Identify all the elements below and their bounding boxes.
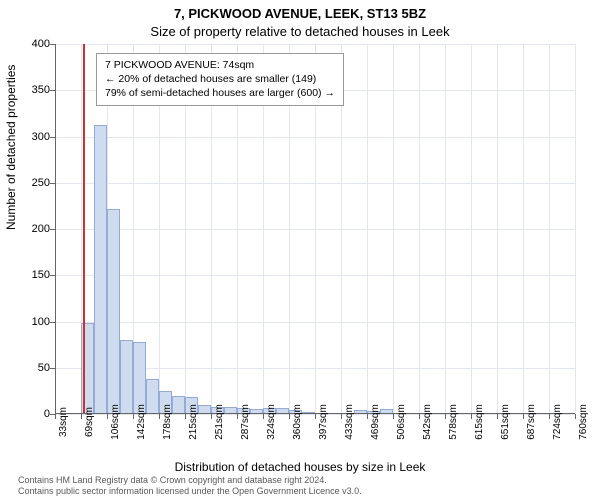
- x-tick-label: 397sqm: [318, 404, 329, 440]
- gridline-v: [445, 44, 446, 414]
- annotation-box: 7 PICKWOOD AVENUE: 74sqm ← 20% of detach…: [96, 53, 344, 106]
- x-tick-mark: [315, 414, 316, 419]
- x-tick-label: 69sqm: [84, 407, 95, 437]
- gridline-v: [523, 44, 524, 414]
- x-tick-mark: [549, 414, 550, 419]
- y-tick-mark: [50, 44, 55, 45]
- x-tick-mark: [81, 414, 82, 419]
- y-tick-label: 250: [10, 177, 50, 189]
- y-tick-mark: [50, 322, 55, 323]
- histogram-bar: [133, 342, 146, 414]
- x-tick-label: 178sqm: [162, 404, 173, 440]
- gridline-v: [497, 44, 498, 414]
- x-tick-mark: [211, 414, 212, 419]
- gridline-v: [367, 44, 368, 414]
- histogram-bar: [107, 209, 120, 414]
- x-tick-mark: [133, 414, 134, 419]
- y-tick-label: 200: [10, 223, 50, 235]
- x-tick-mark: [575, 414, 576, 419]
- x-tick-label: 615sqm: [474, 404, 485, 440]
- annotation-line-1: 7 PICKWOOD AVENUE: 74sqm: [105, 58, 335, 72]
- x-tick-mark: [159, 414, 160, 419]
- x-tick-mark: [55, 414, 56, 419]
- x-tick-mark: [289, 414, 290, 419]
- y-tick-label: 150: [10, 269, 50, 281]
- x-tick-mark: [263, 414, 264, 419]
- gridline-v: [575, 44, 576, 414]
- x-tick-label: 215sqm: [188, 404, 199, 440]
- x-tick-label: 433sqm: [344, 404, 355, 440]
- y-tick-mark: [50, 183, 55, 184]
- x-tick-label: 724sqm: [552, 404, 563, 440]
- x-tick-mark: [237, 414, 238, 419]
- x-tick-mark: [445, 414, 446, 419]
- x-tick-mark: [393, 414, 394, 419]
- histogram-bar: [94, 125, 107, 414]
- x-tick-mark: [471, 414, 472, 419]
- x-tick-label: 106sqm: [110, 404, 121, 440]
- histogram-bar: [146, 379, 159, 414]
- x-tick-label: 542sqm: [422, 404, 433, 440]
- annotation-line-3: 79% of semi-detached houses are larger (…: [105, 86, 335, 100]
- y-tick-label: 350: [10, 84, 50, 96]
- x-tick-label: 287sqm: [240, 404, 251, 440]
- reference-line: [83, 44, 85, 414]
- chart-subtitle: Size of property relative to detached ho…: [0, 24, 600, 39]
- y-tick-label: 300: [10, 131, 50, 143]
- x-tick-label: 760sqm: [578, 404, 589, 440]
- x-tick-label: 469sqm: [370, 404, 381, 440]
- chart-title: 7, PICKWOOD AVENUE, LEEK, ST13 5BZ: [0, 6, 600, 21]
- x-tick-mark: [497, 414, 498, 419]
- gridline-v: [471, 44, 472, 414]
- x-tick-mark: [523, 414, 524, 419]
- histogram-bar: [172, 396, 185, 415]
- x-tick-mark: [107, 414, 108, 419]
- y-tick-mark: [50, 368, 55, 369]
- x-tick-mark: [367, 414, 368, 419]
- annotation-line-2: ← 20% of detached houses are smaller (14…: [105, 72, 335, 86]
- attribution-line-1: Contains HM Land Registry data © Crown c…: [18, 475, 362, 486]
- x-tick-label: 506sqm: [396, 404, 407, 440]
- x-tick-label: 251sqm: [214, 404, 225, 440]
- y-tick-label: 50: [10, 362, 50, 374]
- gridline-v: [549, 44, 550, 414]
- x-tick-mark: [341, 414, 342, 419]
- histogram-bar: [120, 340, 133, 414]
- y-tick-mark: [50, 229, 55, 230]
- x-tick-label: 360sqm: [292, 404, 303, 440]
- y-tick-mark: [50, 137, 55, 138]
- x-tick-label: 324sqm: [266, 404, 277, 440]
- attribution: Contains HM Land Registry data © Crown c…: [18, 475, 362, 498]
- y-tick-label: 400: [10, 38, 50, 50]
- y-tick-label: 100: [10, 316, 50, 328]
- attribution-line-2: Contains public sector information licen…: [18, 486, 362, 497]
- chart-container: 7, PICKWOOD AVENUE, LEEK, ST13 5BZ Size …: [0, 0, 600, 500]
- x-tick-mark: [185, 414, 186, 419]
- x-axis-label: Distribution of detached houses by size …: [0, 460, 600, 474]
- y-tick-mark: [50, 275, 55, 276]
- x-tick-label: 651sqm: [500, 404, 511, 440]
- x-tick-label: 578sqm: [448, 404, 459, 440]
- x-tick-mark: [419, 414, 420, 419]
- gridline-v: [393, 44, 394, 414]
- y-axis-line: [55, 44, 56, 414]
- x-tick-label: 33sqm: [58, 407, 69, 437]
- y-tick-label: 0: [10, 408, 50, 420]
- y-tick-mark: [50, 90, 55, 91]
- x-tick-label: 687sqm: [526, 404, 537, 440]
- x-tick-label: 142sqm: [136, 404, 147, 440]
- gridline-v: [419, 44, 420, 414]
